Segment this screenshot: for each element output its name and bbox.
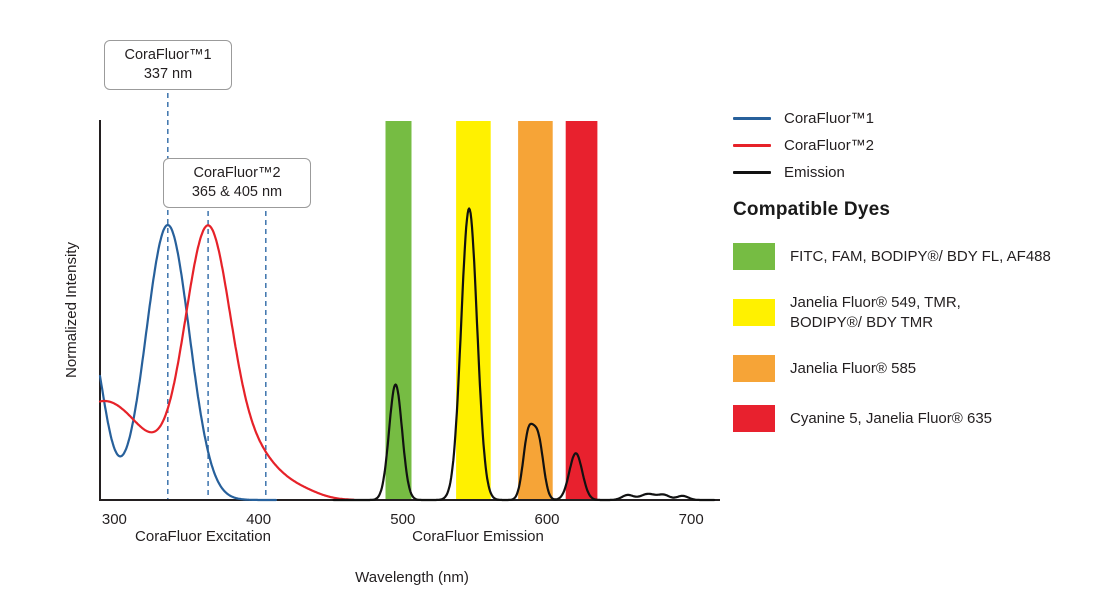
- callout-corafluor1-title: CoraFluor™1: [124, 47, 212, 63]
- corafluor2-line-sample: [733, 144, 771, 147]
- band-cy5-jf635: [565, 121, 598, 500]
- x-axis-label: Wavelength (nm): [355, 569, 469, 586]
- dye-item-yellow: Janelia Fluor® 549, TMR, BODIPY®/ BDY TM…: [733, 293, 1105, 332]
- curve-corafluor2-excitation: [98, 224, 355, 501]
- dye-item-red: Cyanine 5, Janelia Fluor® 635: [733, 405, 1105, 432]
- x-tick-700: 700: [679, 511, 704, 528]
- callout-corafluor1-value: 337 nm: [143, 65, 193, 82]
- dye-label-orange: Janelia Fluor® 585: [790, 359, 917, 377]
- curve-emission: [332, 207, 716, 502]
- callout-corafluor2-title: CoraFluor™2: [193, 165, 281, 181]
- legend-label-corafluor2: CoraFluor™2: [784, 137, 875, 154]
- callout-corafluor1: CoraFluor™1 337 nm: [104, 40, 232, 90]
- green-dye-swatch: [733, 243, 775, 270]
- legend: CoraFluor™1 CoraFluor™2 Emission Compati…: [733, 110, 1105, 455]
- curve-corafluor1-excitation: [98, 223, 277, 502]
- x-tick-500: 500: [390, 511, 415, 528]
- x-tick-300: 300: [102, 511, 127, 528]
- legend-item-corafluor2: CoraFluor™2: [733, 137, 1105, 154]
- dye-item-green: FITC, FAM, BODIPY®/ BDY FL, AF488: [733, 243, 1105, 270]
- compatible-dyes-heading: Compatible Dyes: [733, 199, 891, 220]
- callout-corafluor2-value: 365 & 405 nm: [191, 183, 283, 200]
- x-tick-600: 600: [534, 511, 559, 528]
- dye-item-orange: Janelia Fluor® 585: [733, 355, 1105, 382]
- legend-label-corafluor1: CoraFluor™1: [784, 110, 875, 127]
- band-fitc-fam-bdyfl-af488: [385, 121, 412, 500]
- emission-line-sample: [733, 171, 771, 174]
- red-dye-swatch: [733, 405, 775, 432]
- emission-section-label: CoraFluor Emission: [412, 528, 544, 545]
- dye-label-yellow: Janelia Fluor® 549, TMR, BODIPY®/ BDY TM…: [790, 294, 961, 331]
- callout-corafluor2: CoraFluor™2 365 & 405 nm: [163, 158, 311, 208]
- orange-dye-swatch: [733, 355, 775, 382]
- legend-label-emission: Emission: [784, 164, 845, 181]
- band-jf585: [518, 121, 553, 500]
- corafluor1-line-sample: [733, 117, 771, 120]
- legend-item-emission: Emission: [733, 164, 1105, 181]
- excitation-section-label: CoraFluor Excitation: [135, 528, 271, 545]
- dye-label-green: FITC, FAM, BODIPY®/ BDY FL, AF488: [790, 247, 1051, 265]
- yellow-dye-swatch: [733, 299, 775, 326]
- legend-item-corafluor1: CoraFluor™1: [733, 110, 1105, 127]
- x-tick-400: 400: [246, 511, 271, 528]
- y-axis-label: Normalized Intensity: [63, 242, 80, 378]
- dye-label-red: Cyanine 5, Janelia Fluor® 635: [790, 409, 993, 427]
